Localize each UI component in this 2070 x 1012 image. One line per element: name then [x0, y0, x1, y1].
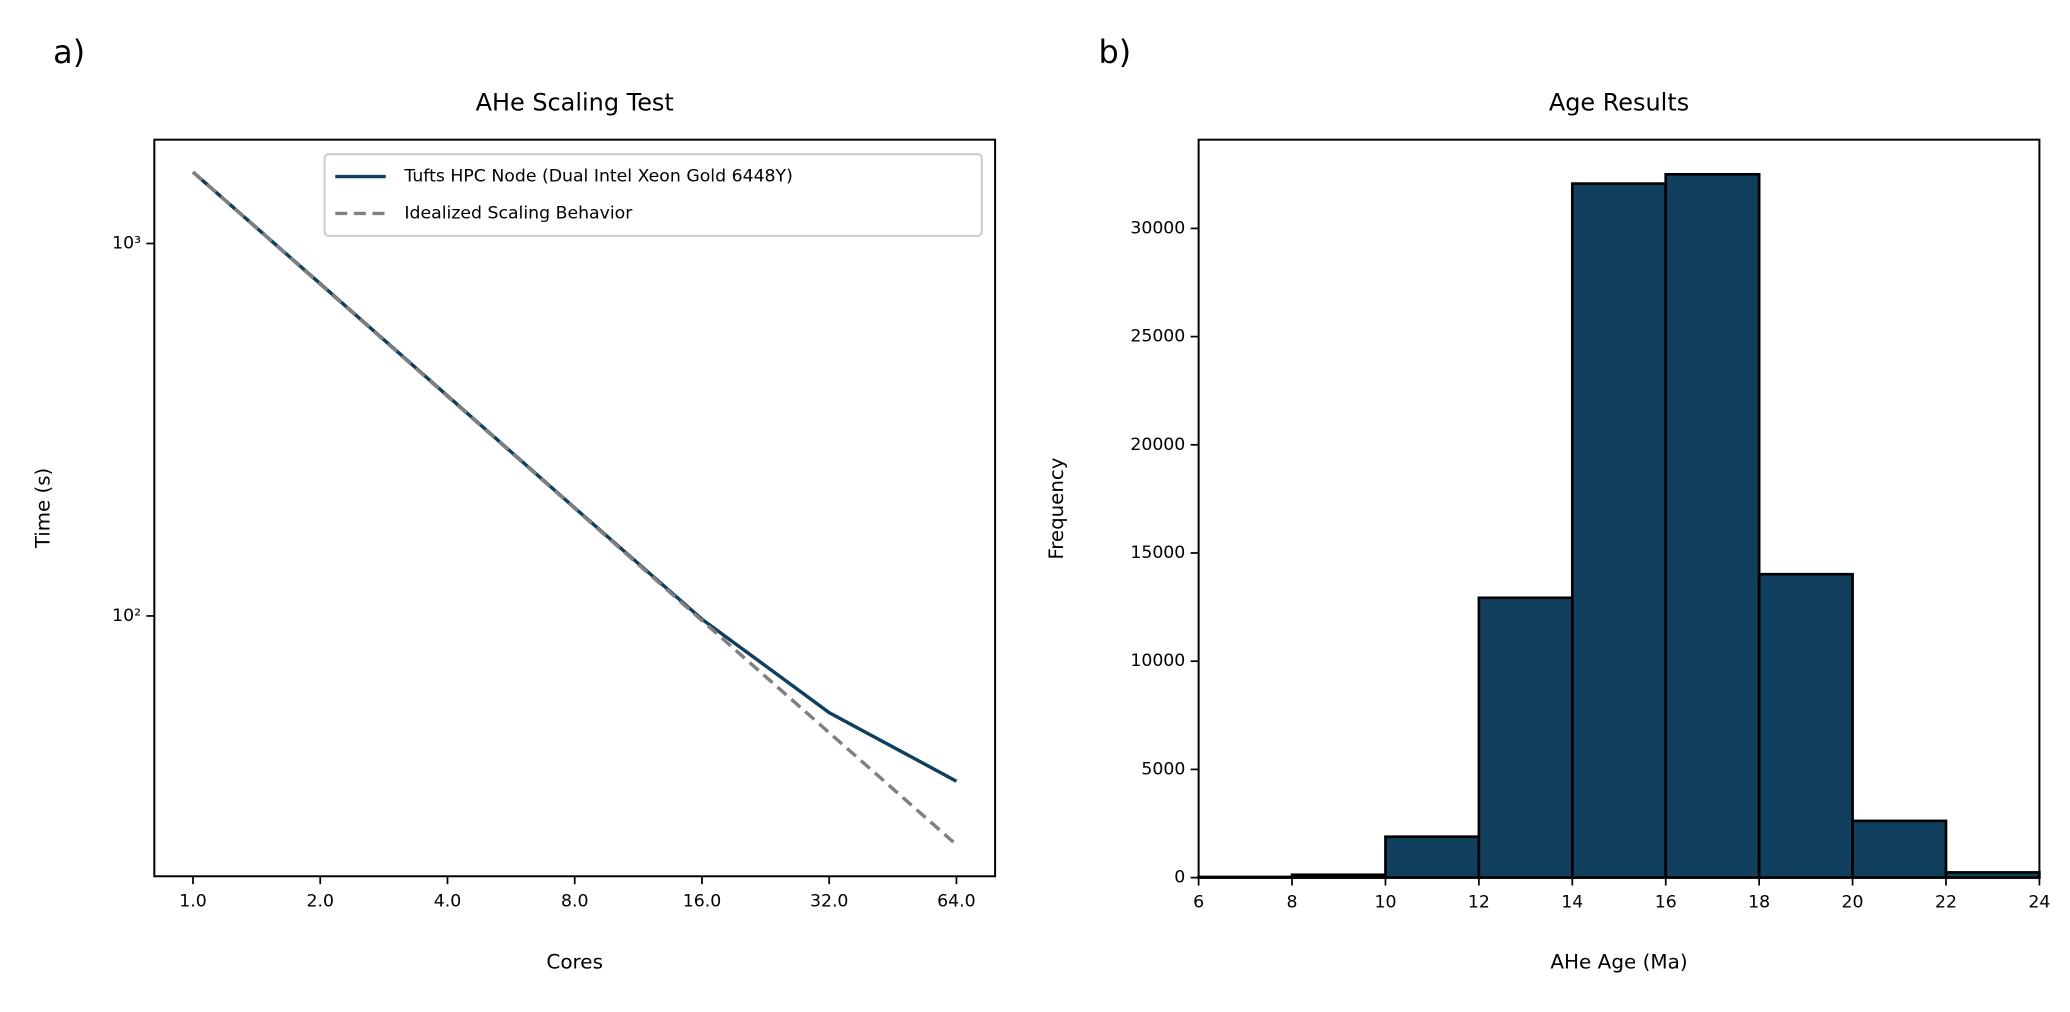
x-tick-label: 18	[1748, 893, 1770, 913]
y-tick-label: 20000	[1130, 435, 1185, 455]
y-tick-label: 25000	[1130, 327, 1185, 347]
histogram-bar	[1757, 572, 1854, 879]
y-tick-label: 0	[1174, 868, 1185, 888]
x-tick-label: 8	[1287, 893, 1298, 913]
data-line	[191, 170, 958, 847]
x-tick-label: 4.0	[434, 891, 461, 911]
chart-title: AHe Scaling Test	[476, 89, 674, 117]
x-tick-label: 32.0	[810, 891, 848, 911]
x-tick-label: 16.0	[683, 891, 721, 911]
y-axis-label: Frequency	[1045, 457, 1068, 559]
chart-title: Age Results	[1549, 89, 1689, 117]
plot-frame	[1197, 138, 2041, 879]
x-tick-label: 24	[2028, 893, 2050, 913]
x-tick-label: 22	[1935, 893, 1957, 913]
panel-label: a)	[53, 35, 85, 71]
x-tick-label: 10	[1374, 893, 1396, 913]
x-axis-label: Cores	[546, 951, 603, 974]
y-tick-label: 15000	[1130, 543, 1185, 563]
histogram-bar	[1570, 182, 1668, 879]
legend-box	[323, 153, 983, 237]
histogram-bar	[1664, 172, 1761, 879]
histogram-bar	[1851, 819, 1948, 879]
data-line	[191, 170, 958, 783]
x-tick-label: 14	[1561, 893, 1583, 913]
x-tick-label: 2.0	[306, 891, 333, 911]
panel-label: b)	[1098, 35, 1131, 71]
histogram-bar	[1477, 596, 1574, 879]
x-tick-label: 6	[1193, 893, 1204, 913]
x-tick-label: 12	[1468, 893, 1490, 913]
legend-label: Tufts HPC Node (Dual Intel Xeon Gold 644…	[403, 167, 792, 187]
y-tick-label: 30000	[1130, 218, 1185, 238]
x-tick-label: 8.0	[561, 891, 588, 911]
x-tick-label: 16	[1655, 893, 1677, 913]
y-axis-label: Time (s)	[31, 468, 54, 549]
x-axis-label: AHe Age (Ma)	[1550, 951, 1687, 974]
histogram-bar	[1384, 835, 1481, 879]
x-tick-label: 20	[1842, 893, 1864, 913]
y-tick-label: 10000	[1130, 651, 1185, 671]
x-tick-label: 1.0	[179, 891, 206, 911]
legend-label: Idealized Scaling Behavior	[404, 204, 633, 224]
y-tick-label: 5000	[1141, 759, 1185, 779]
y-tick-label: 10²	[112, 606, 141, 626]
x-tick-label: 64.0	[937, 891, 975, 911]
y-tick-label: 10³	[112, 234, 141, 254]
